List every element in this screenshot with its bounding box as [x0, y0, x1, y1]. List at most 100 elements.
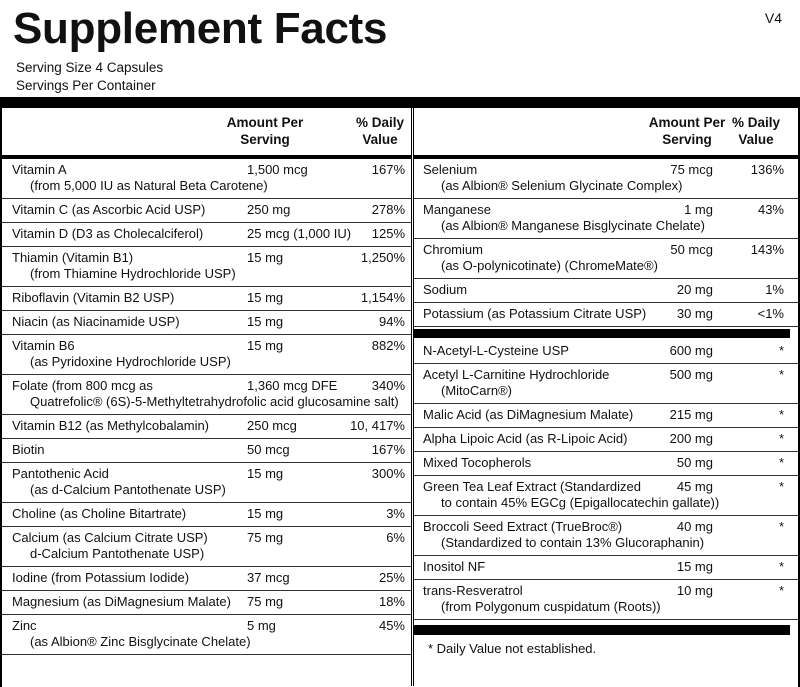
nutrient-name: Iodine (from Potassium Iodide) — [12, 570, 190, 585]
daily-value: 3% — [386, 506, 405, 521]
daily-value: 45% — [378, 618, 405, 633]
nutrient-name: Potassium (as Potassium Citrate USP) — [423, 306, 647, 321]
amount: 15 mg — [247, 466, 284, 481]
nutrient-row: Calcium (as Calcium Citrate USP) d-Calciu… — [2, 527, 411, 567]
amount: 25 mcg (1,000 IU) — [247, 226, 352, 241]
nutrient-name: Malic Acid (as DiMagnesium Malate) — [423, 407, 634, 422]
nutrient-row: Iodine (from Potassium Iodide) 37 mcg 25% — [2, 567, 411, 591]
nutrient-name: Inositol NF — [423, 559, 486, 574]
amount: 600 mg — [669, 343, 713, 358]
daily-value: 125% — [371, 226, 405, 241]
amount: 45 mg — [676, 479, 713, 494]
serving-size: Serving Size 4 Capsules — [16, 60, 164, 75]
amount: 40 mg — [676, 519, 713, 534]
nutrient-name: Chromium — [423, 242, 483, 257]
nutrient-name: Biotin — [12, 442, 45, 457]
amount: 1 mg — [684, 202, 713, 217]
facts-table: Amount Per Serving % Daily Value Vitamin… — [0, 97, 800, 687]
daily-value: 167% — [371, 442, 405, 457]
nutrient-row: Thiamin (Vitamin B1) (from Thiamine Hydro… — [2, 247, 411, 287]
amount: 1,500 mcg — [247, 162, 308, 177]
amount: 15 mg — [676, 559, 713, 574]
nutrient-name: Zinc — [12, 618, 37, 633]
amount: 250 mcg — [247, 418, 297, 433]
daily-value: 1,154% — [360, 290, 405, 305]
daily-value: 278% — [371, 202, 405, 217]
amount: 75 mg — [247, 594, 284, 609]
nutrient-row: Riboflavin (Vitamin B2 USP) 15 mg 1,154% — [2, 287, 411, 311]
footnote: * Daily Value not established. — [428, 641, 597, 656]
daily-value: 18% — [378, 594, 405, 609]
nutrient-row: Alpha Lipoic Acid (as R-Lipoic Acid) 200 … — [414, 428, 798, 452]
nutrient-row: Vitamin D (D3 as Cholecalciferol) 25 mcg … — [2, 223, 411, 247]
nutrient-row: Sodium 20 mg 1% — [414, 279, 798, 303]
nutrient-name: Green Tea Leaf Extract (Standardized — [423, 479, 641, 494]
nutrient-row: trans-Resveratrol (from Polygonum cuspida… — [414, 580, 798, 620]
nutrient-row: Vitamin B6 (as Pyridoxine Hydrochloride U… — [2, 335, 411, 375]
nutrient-detail: (as O-polynicotinate) (ChromeMate®) — [441, 258, 658, 273]
amount: 15 mg — [247, 314, 284, 329]
nutrient-name: Thiamin (Vitamin B1) — [12, 250, 134, 265]
nutrient-detail: (as Albion® Manganese Bisglycinate Chela… — [441, 218, 705, 233]
daily-value: 6% — [386, 530, 405, 545]
nutrient-row: Zinc (as Albion® Zinc Bisglycinate Chelat… — [2, 615, 411, 655]
daily-value: * — [778, 583, 784, 598]
amount: 500 mg — [669, 367, 713, 382]
version: V4 — [764, 10, 782, 26]
nutrient-name: Vitamin B6 — [12, 338, 75, 353]
dv-header: % Daily Value — [731, 115, 781, 147]
nutrient-row: Mixed Tocopherols 50 mg * — [414, 452, 798, 476]
daily-value: * — [778, 407, 784, 422]
section-bar — [414, 625, 790, 635]
daily-value: * — [778, 559, 784, 574]
nutrient-row: Folate (from 800 mcg as Quatrefolic® (6S)… — [2, 375, 411, 415]
daily-value: <1% — [757, 306, 784, 321]
daily-value: 340% — [371, 378, 405, 393]
nutrient-row: Acetyl L-Carnitine Hydrochloride (MitoCar… — [414, 364, 798, 404]
daily-value: * — [778, 343, 784, 358]
nutrient-name: Choline (as Choline Bitartrate) — [12, 506, 187, 521]
column-header: Amount Per Serving % Daily Value — [414, 108, 798, 159]
daily-value: 300% — [371, 466, 405, 481]
nutrient-name: Vitamin C (as Ascorbic Acid USP) — [12, 202, 206, 217]
nutrient-detail: (as d-Calcium Pantothenate USP) — [30, 482, 226, 497]
nutrient-row: Vitamin C (as Ascorbic Acid USP) 250 mg 27… — [2, 199, 411, 223]
amount: 15 mg — [247, 338, 284, 353]
daily-value: 10, 417% — [350, 418, 405, 433]
amount: 10 mg — [676, 583, 713, 598]
amount: 215 mg — [669, 407, 713, 422]
nutrient-detail: d-Calcium Pantothenate USP) — [30, 546, 205, 561]
nutrient-detail: to contain 45% EGCg (Epigallocatechin ga… — [441, 495, 720, 510]
nutrient-detail: (as Albion® Zinc Bisglycinate Chelate) — [30, 634, 251, 649]
nutrient-detail: (Standardized to contain 13% Glucoraphan… — [441, 535, 705, 550]
nutrient-row: Niacin (as Niacinamide USP) 15 mg 94% — [2, 311, 411, 335]
nutrient-detail: (from 5,000 IU as Natural Beta Carotene) — [30, 178, 268, 193]
nutrient-name: Mixed Tocopherols — [423, 455, 532, 470]
nutrient-name: Riboflavin (Vitamin B2 USP) — [12, 290, 175, 305]
title: Supplement Facts — [13, 4, 388, 53]
nutrient-row: Potassium (as Potassium Citrate USP) 30 m… — [414, 303, 798, 327]
nutrient-name: Acetyl L-Carnitine Hydrochloride — [423, 367, 610, 382]
amount: 15 mg — [247, 506, 284, 521]
nutrient-row: Magnesium (as DiMagnesium Malate) 75 mg 18… — [2, 591, 411, 615]
nutrient-name: Magnesium (as DiMagnesium Malate) — [12, 594, 231, 609]
amount: 5 mg — [247, 618, 276, 633]
daily-value: 1,250% — [360, 250, 405, 265]
nutrient-row: Choline (as Choline Bitartrate) 15 mg 3% — [2, 503, 411, 527]
daily-value: 167% — [371, 162, 405, 177]
daily-value: * — [778, 367, 784, 382]
nutrient-name: Selenium — [423, 162, 478, 177]
amount: 50 mg — [676, 455, 713, 470]
nutrient-row: Biotin 50 mcg 167% — [2, 439, 411, 463]
daily-value: 143% — [750, 242, 784, 257]
nutrient-name: Vitamin B12 (as Methylcobalamin) — [12, 418, 210, 433]
amount-header: Amount Per Serving — [226, 115, 304, 147]
daily-value: 43% — [757, 202, 784, 217]
daily-value: * — [778, 455, 784, 470]
dv-header: % Daily Value — [355, 115, 405, 147]
nutrient-row: N-Acetyl-L-Cysteine USP 600 mg * — [414, 340, 798, 364]
nutrient-detail: (from Polygonum cuspidatum (Roots)) — [441, 599, 661, 614]
amount: 30 mg — [676, 306, 713, 321]
nutrient-name: Alpha Lipoic Acid (as R-Lipoic Acid) — [423, 431, 628, 446]
nutrient-row: Broccoli Seed Extract (TrueBroc®) (Standa… — [414, 516, 798, 556]
